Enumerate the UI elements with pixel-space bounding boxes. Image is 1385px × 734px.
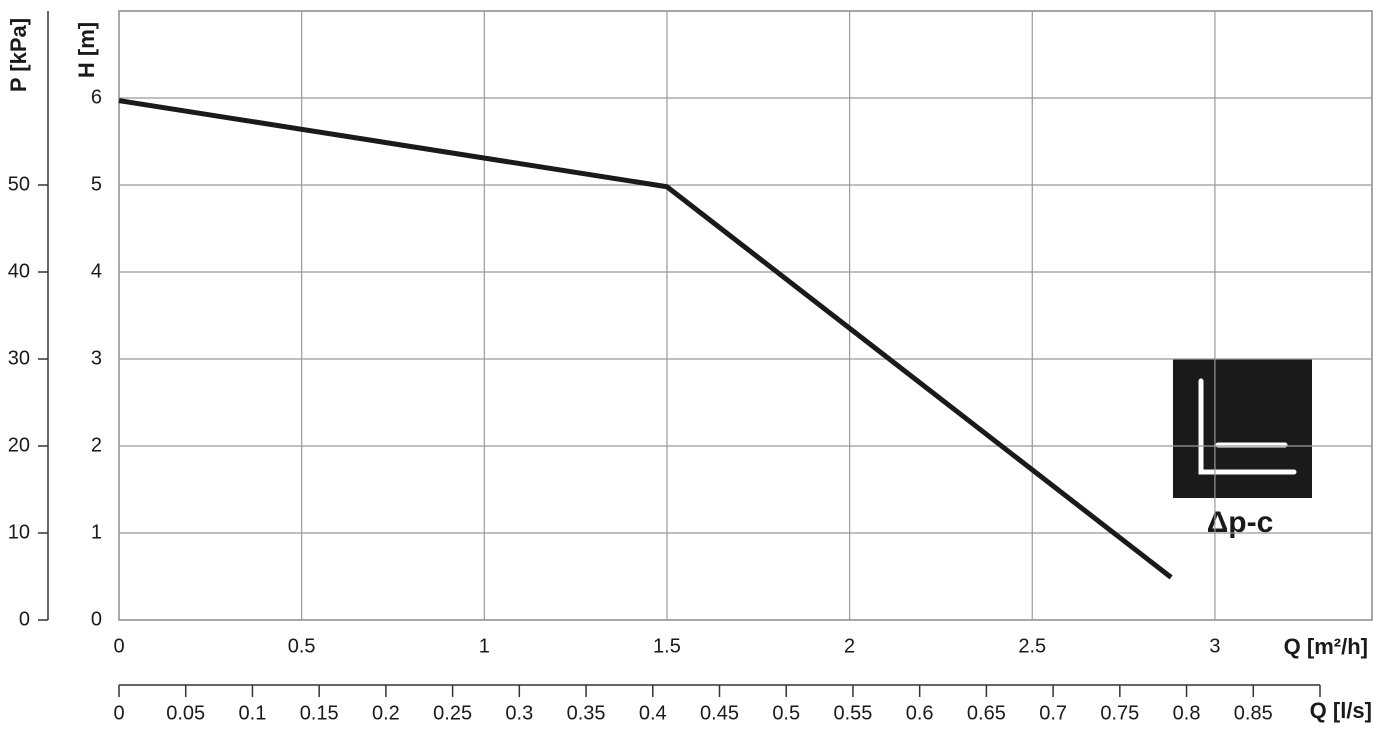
x2-tick-label: 0.65 <box>967 702 1006 724</box>
x2-tick-label: 0 <box>113 702 124 724</box>
x-tick-label: 1 <box>479 635 490 657</box>
p-axis-label: P [kPa] <box>6 18 31 92</box>
plot-frame <box>118 10 1373 621</box>
x-tick-label: 0.5 <box>288 635 316 657</box>
x2-tick-label: 0.3 <box>505 702 533 724</box>
y-tick-label: 1 <box>91 521 102 543</box>
x2-tick-label: 0.7 <box>1039 702 1067 724</box>
y-tick-label: 2 <box>91 434 102 456</box>
x2-tick-label: 0.35 <box>567 702 606 724</box>
y-tick-label: 5 <box>91 173 102 195</box>
y2-tick-label: 10 <box>8 521 30 543</box>
x2-tick-label: 0.75 <box>1100 702 1139 724</box>
y2-tick-label: 0 <box>19 608 30 630</box>
x2-tick-label: 0.5 <box>772 702 800 724</box>
x2-tick-label: 0.6 <box>906 702 934 724</box>
y2-tick-label: 50 <box>8 173 30 195</box>
y2-tick-label: 40 <box>8 260 30 282</box>
h-axis-label: H [m] <box>74 22 99 78</box>
x2-tick-label: 0.2 <box>372 702 400 724</box>
legend-label: Δp-c <box>1207 506 1274 539</box>
ls-axis-label: Q [l/s] <box>1310 698 1372 723</box>
y-tick-label: 6 <box>91 86 102 108</box>
x2-tick-label: 0.4 <box>639 702 667 724</box>
mode-icon <box>1173 359 1312 498</box>
x-tick-label: 1.5 <box>653 635 681 657</box>
q-axis-label: Q [m²/h] <box>1284 634 1368 659</box>
curve <box>118 98 1173 580</box>
x2-tick-label: 0.05 <box>166 702 205 724</box>
y-tick-label: 0 <box>91 608 102 630</box>
y-tick-label: 4 <box>91 260 102 282</box>
x-tick-label: 3 <box>1209 635 1220 657</box>
x-tick-label: 0 <box>113 635 124 657</box>
mode-icon-symbol <box>1198 378 1297 475</box>
x2-tick-label: 0.1 <box>239 702 267 724</box>
x2-tick-label: 0.25 <box>433 702 472 724</box>
x2-tick-label: 0.55 <box>833 702 872 724</box>
x2-tick-label: 0.45 <box>700 702 739 724</box>
y2-tick-label: 20 <box>8 434 30 456</box>
x-tick-label: 2.5 <box>1018 635 1046 657</box>
x2-tick-label: 0.85 <box>1234 702 1273 724</box>
y2-tick-label: 30 <box>8 347 30 369</box>
y-tick-label: 3 <box>91 347 102 369</box>
x-tick-label: 2 <box>844 635 855 657</box>
x2-tick-label: 0.15 <box>300 702 339 724</box>
x2-tick-label: 0.8 <box>1173 702 1201 724</box>
